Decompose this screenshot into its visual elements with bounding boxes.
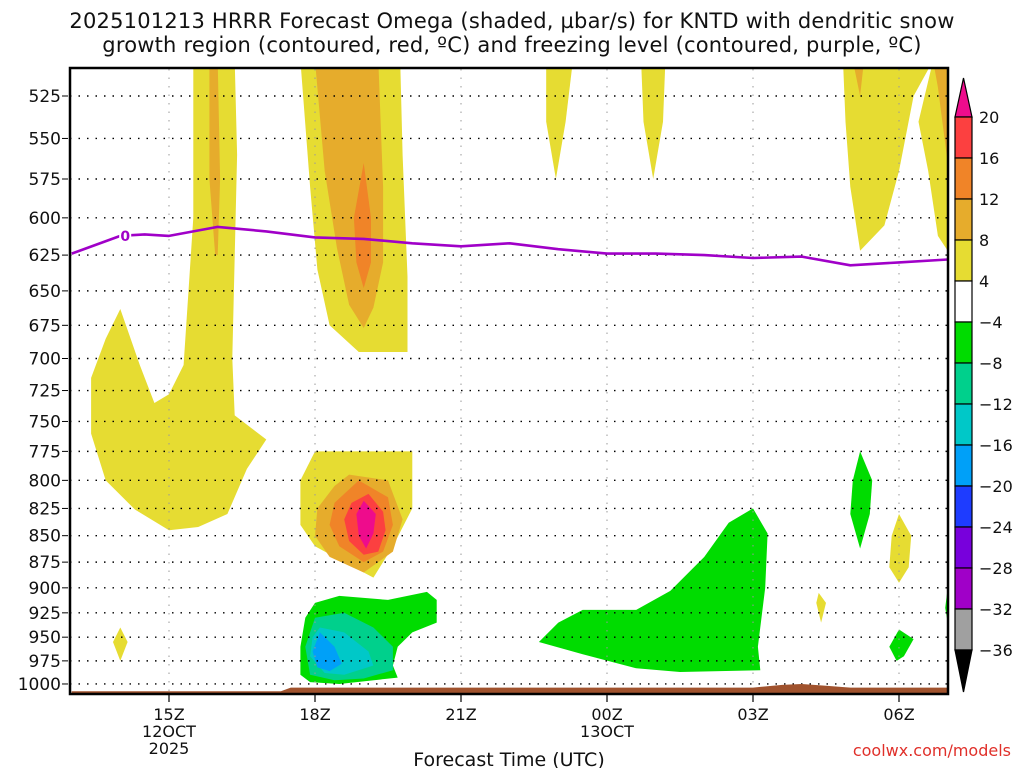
colorbar-bin-10 (954, 485, 973, 528)
y-tick-label-750: 750 (29, 412, 61, 432)
omega-small-updraft-a (889, 514, 912, 583)
colorbar-bin-6 (954, 321, 973, 364)
x-axis-label: Forecast Time (UTC) (413, 749, 604, 768)
colorbar-label-10: −24 (979, 518, 1013, 537)
x-tick-label-15Z-2: 2025 (149, 739, 190, 758)
grid-lines (70, 69, 948, 693)
omega-upper-right-plume (843, 69, 929, 251)
colorbar-bin-1 (954, 116, 973, 159)
colorbar-bin-3 (954, 198, 973, 241)
terrain-layer (71, 684, 948, 693)
colorbar-bin-5 (954, 280, 973, 323)
colorbar-bin-8 (954, 403, 973, 446)
omega-shading (91, 69, 948, 684)
colorbar-label-2: 12 (979, 190, 999, 209)
y-tick-label-675: 675 (29, 316, 61, 336)
colorbar-label-13: −36 (979, 641, 1013, 660)
colorbar-label-6: −8 (979, 354, 1003, 373)
y-tick-label-550: 550 (29, 129, 61, 149)
terrain-fill (71, 684, 948, 693)
colorbar-bin-11 (954, 526, 973, 569)
freezing-level-label-bg (119, 227, 132, 244)
omega-upper-right-tongue-b (641, 69, 666, 179)
omega-upper-center-core (353, 163, 371, 289)
freezing-level-layer: 0 (71, 225, 948, 267)
colorbar: 20 16 12 8 4 −4 −8 −12 −16 −20 −24 −28 −32 −36 (954, 77, 1013, 693)
chart-title-line-2: growth region (contoured, red, ºC) and f… (102, 33, 922, 57)
omega-small-updraft-c (113, 627, 128, 661)
colorbar-top-arrow (954, 77, 973, 118)
x-tick-label-00Z-1: 13OCT (580, 722, 634, 741)
y-tick-label-950: 950 (29, 628, 61, 648)
y-tick-label-700: 700 (29, 350, 61, 370)
colorbar-label-4: 4 (979, 272, 989, 291)
y-tick-label-925: 925 (29, 604, 61, 624)
x-tick-label-18Z-0: 18Z (299, 705, 330, 724)
y-tick-label-875: 875 (29, 553, 61, 573)
y-tick-label-1000: 1000 (18, 675, 61, 695)
colorbar-label-11: −28 (979, 559, 1013, 578)
y-tick-label-525: 525 (29, 87, 61, 107)
y-tick-label-725: 725 (29, 382, 61, 402)
omega-upper-left-core (209, 69, 221, 256)
y-tick-label-825: 825 (29, 499, 61, 519)
colorbar-label-12: −32 (979, 600, 1013, 619)
colorbar-label-9: −20 (979, 477, 1013, 496)
omega-upper-left-plume (91, 69, 267, 531)
y-tick-label-650: 650 (29, 282, 61, 302)
x-tick-label-00Z-0: 00Z (591, 705, 622, 724)
y-tick-label-900: 900 (29, 579, 61, 599)
colorbar-label-7: −12 (979, 395, 1013, 414)
omega-small-updraft-b (816, 592, 826, 623)
colorbar-bin-7 (954, 362, 973, 405)
x-tick-label-21Z-0: 21Z (445, 705, 476, 724)
omega-upper-right-plume-b (918, 69, 948, 251)
x-tick-label-03Z-0: 03Z (737, 705, 768, 724)
colorbar-label-8: −16 (979, 436, 1013, 455)
y-tick-label-775: 775 (29, 442, 61, 462)
omega-late-downdraft (538, 508, 768, 672)
colorbar-label-1: 16 (979, 149, 999, 168)
omega-lowlevel-updraft-peak (356, 500, 376, 549)
chart-title-line-1: 2025101213 HRRR Forecast Omega (shaded, … (69, 9, 955, 33)
y-tick-label-975: 975 (29, 652, 61, 672)
colorbar-label-0: 20 (979, 108, 999, 127)
colorbar-bin-4 (954, 239, 973, 282)
x-tick-label-15Z-0: 15Z (153, 705, 184, 724)
omega-upper-right-tongue-a (546, 69, 572, 179)
colorbar-bin-13 (954, 608, 973, 651)
colorbar-bottom-arrow (954, 649, 973, 693)
y-axis: 525 550 575 600 625 650 675 700 725 750 775 800 825 8… (18, 87, 68, 695)
omega-upper-right-edge (934, 69, 948, 163)
omega-small-downdraft-b (889, 629, 914, 661)
x-tick-label-15Z-1: 12OCT (142, 722, 196, 741)
y-tick-label-800: 800 (29, 471, 61, 491)
colorbar-bin-9 (954, 444, 973, 487)
plot-frame (68, 66, 950, 696)
y-tick-label-850: 850 (29, 527, 61, 547)
colorbar-bin-12 (954, 567, 973, 610)
colorbar-label-5: −4 (979, 313, 1003, 332)
credit-link[interactable]: coolwx.com/models (853, 741, 1011, 760)
freezing-level-line (71, 225, 948, 267)
y-tick-label-625: 625 (29, 246, 61, 266)
colorbar-bin-2 (954, 157, 973, 200)
colorbar-label-3: 8 (979, 231, 989, 250)
omega-upper-right-core (854, 69, 864, 96)
y-tick-label-600: 600 (29, 209, 61, 229)
y-tick-label-575: 575 (29, 170, 61, 190)
freezing-level-label: 0 (120, 229, 130, 245)
omega-small-downdraft-a (850, 451, 873, 549)
x-tick-label-06Z-0: 06Z (883, 705, 914, 724)
